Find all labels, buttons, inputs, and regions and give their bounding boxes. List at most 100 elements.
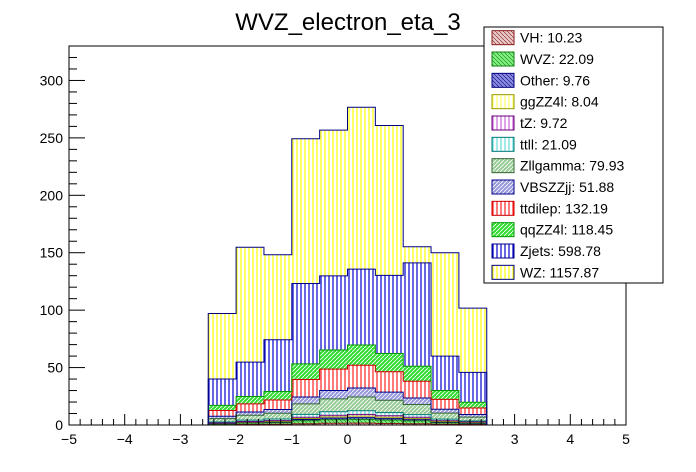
bar-qqzz4l-bin-0 [208, 405, 237, 411]
bar-ttdilep-bin-7 [403, 381, 432, 399]
bar-ggzz4l-bin-7 [403, 418, 432, 420]
bar-wz-bin-4 [319, 130, 348, 276]
bar-zllgamma-bin-2 [263, 413, 292, 420]
bar-other-bin-7 [403, 419, 432, 421]
bar-ggzz4l-bin-3 [291, 418, 320, 420]
series-vbszzjj [208, 388, 487, 419]
bar-ggzz4l-bin-5 [347, 416, 376, 418]
bar-vbszzjj-bin-3 [291, 396, 320, 404]
bar-zjets-bin-2 [263, 339, 292, 392]
bar-wz-bin-0 [208, 313, 237, 379]
legend-label: VH: 10.23 [520, 30, 582, 46]
bar-other-bin-5 [347, 417, 376, 420]
legend-label: ttdilep: 132.19 [520, 200, 608, 216]
series-zjets [208, 262, 487, 406]
bar-ttdilep-bin-0 [208, 410, 237, 417]
bar-ttdilep-bin-9 [458, 408, 487, 415]
bar-ttll-bin-9 [458, 420, 487, 423]
bar-qqzz4l-bin-6 [375, 353, 404, 372]
legend-swatch [491, 115, 515, 131]
legend-entry-other: Other: 9.76 [491, 72, 590, 88]
legend-entry-zjets: Zjets: 598.78 [491, 243, 601, 259]
legend-entry-qqzz4l: qqZZ4l: 118.45 [491, 222, 613, 238]
bar-ggzz4l-bin-6 [375, 417, 404, 419]
bar-vbszzjj-bin-9 [458, 414, 487, 418]
legend-swatch [491, 51, 515, 67]
y-tick-label: 100 [40, 302, 64, 318]
bar-zjets-bin-0 [208, 378, 237, 406]
bar-ggzz4l-bin-4 [319, 416, 348, 419]
bar-ttll-bin-1 [236, 420, 264, 422]
legend-label: Other: 9.76 [520, 72, 590, 88]
legend-entry-vbszzjj: VBSZZjj: 51.88 [491, 179, 614, 195]
outline-zjets [207, 262, 488, 425]
x-tick-label: 5 [622, 431, 630, 447]
bar-ttdilep-bin-8 [431, 399, 459, 410]
legend-label: qqZZ4l: 118.45 [520, 222, 613, 238]
legend: VH: 10.23 WVZ: 22.09 Other: 9.76 ggZZ4l: 8.… [483, 26, 664, 284]
legend-label: VBSZZjj: 51.88 [520, 179, 614, 195]
legend-swatch [491, 136, 515, 152]
x-tick-label: −1 [284, 431, 300, 447]
legend-swatch [491, 243, 515, 259]
bar-zjets-bin-9 [458, 372, 487, 403]
bar-zllgamma-bin-5 [347, 396, 376, 411]
legend-swatch [491, 264, 515, 280]
bar-tz-bin-5 [347, 414, 376, 417]
bar-wvz-bin-8 [431, 422, 459, 425]
y-tick-label: 250 [40, 130, 64, 146]
bar-qqzz4l-bin-5 [347, 344, 376, 366]
legend-label: Zllgamma: 79.93 [520, 158, 624, 174]
bar-wz-bin-3 [291, 138, 320, 284]
bar-ttdilep-bin-1 [236, 403, 264, 413]
bar-wz-bin-2 [263, 254, 292, 340]
outline-wz [207, 106, 488, 425]
bar-wz-bin-5 [347, 107, 376, 270]
bar-wz-bin-8 [431, 252, 459, 357]
bar-zllgamma-bin-4 [319, 398, 348, 412]
bar-vbszzjj-bin-0 [208, 416, 237, 419]
bar-tz-bin-7 [403, 417, 432, 419]
y-tick-label: 200 [40, 187, 64, 203]
legend-swatch [491, 222, 515, 238]
bar-wvz-bin-6 [375, 420, 404, 424]
bar-qqzz4l-bin-8 [431, 390, 459, 400]
bar-vbszzjj-bin-5 [347, 388, 376, 397]
bar-other-bin-6 [375, 418, 404, 421]
bar-ttdilep-bin-5 [347, 365, 376, 389]
legend-entry-wz: WZ: 1157.87 [491, 264, 599, 280]
bar-ttll-bin-6 [375, 412, 404, 416]
bar-wvz-bin-2 [263, 422, 292, 425]
bar-zjets-bin-7 [403, 262, 432, 367]
legend-swatch [491, 200, 515, 216]
series-wz [208, 107, 487, 379]
legend-label: tZ: 9.72 [520, 115, 568, 131]
y-tick-label: 150 [40, 245, 64, 261]
outline-ttll [207, 410, 488, 425]
bar-zllgamma-bin-3 [291, 403, 320, 415]
x-tick-label: −5 [61, 431, 77, 447]
bar-qqzz4l-bin-2 [263, 391, 292, 400]
bar-qqzz4l-bin-4 [319, 350, 348, 370]
bar-vbszzjj-bin-6 [375, 392, 404, 401]
bar-qqzz4l-bin-3 [291, 363, 320, 380]
legend-swatch [491, 179, 515, 195]
bar-ttll-bin-4 [319, 411, 348, 416]
bar-wvz-bin-4 [319, 419, 348, 424]
bar-zjets-bin-3 [291, 283, 320, 364]
series-ttll [208, 410, 487, 423]
bar-ttll-bin-7 [403, 414, 432, 418]
legend-swatch [491, 30, 515, 46]
legend-entry-tz: tZ: 9.72 [491, 115, 568, 131]
y-tick-label: 300 [40, 72, 64, 88]
bar-vbszzjj-bin-1 [236, 412, 264, 416]
x-tick-label: 2 [455, 431, 463, 447]
x-tick-label: 3 [511, 431, 519, 447]
legend-entry-zllgamma: Zllgamma: 79.93 [491, 158, 624, 174]
bar-wz-bin-1 [236, 247, 264, 363]
legend-swatch [491, 94, 515, 110]
bar-tz-bin-3 [291, 417, 320, 419]
bar-wz-bin-7 [403, 246, 432, 263]
outline-ttdilep [207, 364, 488, 425]
